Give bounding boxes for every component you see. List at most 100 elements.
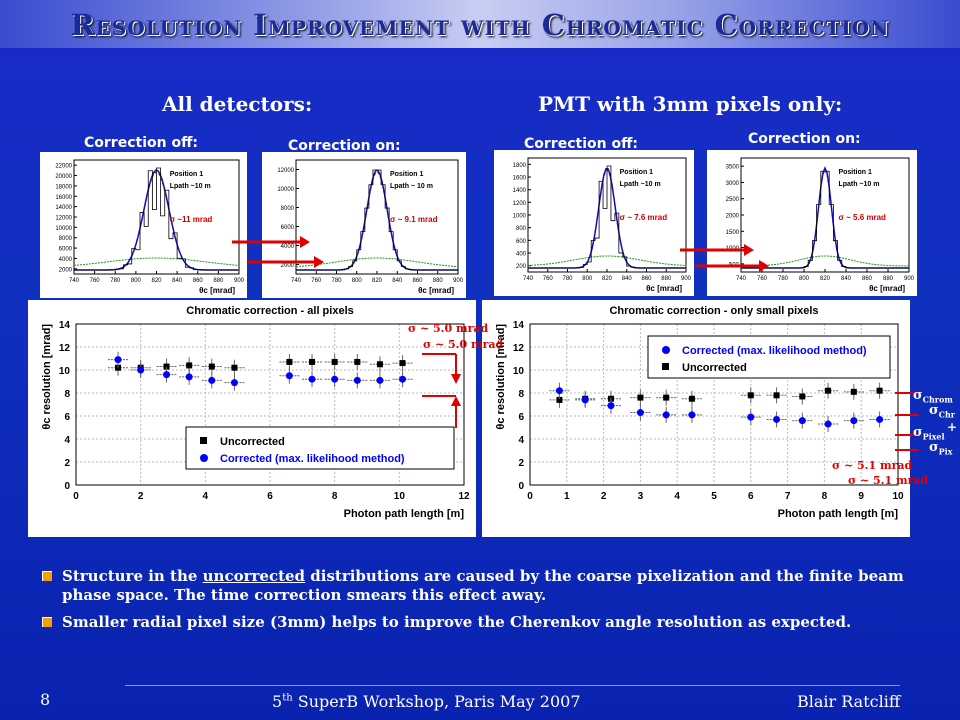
data-point-corrected xyxy=(824,420,832,428)
data-point-uncorrected xyxy=(331,358,338,365)
data-point-uncorrected xyxy=(399,360,406,367)
event-superscript: th xyxy=(282,692,293,704)
x-tick-label: 760 xyxy=(90,278,101,284)
data-point-uncorrected xyxy=(115,364,122,371)
x-tick-label: 820 xyxy=(372,278,383,284)
bullet-text: Smaller radial pixel size (3mm) helps to… xyxy=(62,613,852,631)
arrow-icon xyxy=(695,260,769,272)
y-tick-label: 8 xyxy=(64,389,70,400)
data-point-uncorrected xyxy=(309,358,316,365)
chart-svg: Chromatic correction - only small pixels… xyxy=(495,305,904,520)
data-point-corrected xyxy=(230,379,238,387)
x-tick-label: 4 xyxy=(203,491,209,502)
x-tick-label: 0 xyxy=(527,491,533,502)
x-axis-label: θc [mrad] xyxy=(418,286,454,295)
x-tick-label: 740 xyxy=(69,278,80,284)
x-tick-label: 780 xyxy=(562,276,573,282)
x-tick-label: 0 xyxy=(73,491,79,502)
data-point-corrected xyxy=(331,375,339,383)
y-tick-label: 12000 xyxy=(55,216,72,222)
data-point-corrected xyxy=(114,356,122,364)
histogram-all-on: 12000 10000 8000 6000 4000 2000 740 760 780 800 82… xyxy=(262,152,466,298)
x-tick-label: 2 xyxy=(138,491,144,502)
data-point-corrected xyxy=(208,376,216,384)
y-tick-label: 10 xyxy=(513,366,525,377)
x-axis-label: Photon path length [m] xyxy=(344,508,465,520)
y-tick-label: 6000 xyxy=(59,247,73,253)
x-tick-label: 880 xyxy=(883,276,894,282)
y-tick-label: 1600 xyxy=(513,176,527,182)
slide-title: Resolution Improvement with Chromatic Co… xyxy=(70,8,890,42)
x-tick-label: 9 xyxy=(858,491,864,502)
chart-small-pixels: Chromatic correction - only small pixels… xyxy=(482,300,910,537)
data-point-corrected xyxy=(185,373,193,381)
histo-2-label: Correction on: xyxy=(288,138,401,154)
x-tick-label: 820 xyxy=(602,276,613,282)
histo-1-label: Correction off: xyxy=(84,135,199,151)
data-point-corrected xyxy=(399,375,407,383)
data-point-uncorrected xyxy=(186,362,193,369)
position-label: Position 1 xyxy=(620,169,654,176)
y-tick-label: 2000 xyxy=(59,267,73,273)
y-tick-label: 12 xyxy=(59,343,71,354)
histogram-svg: 12000 10000 8000 6000 4000 2000 740 760 780 800 82… xyxy=(277,159,464,295)
x-tick-label: 1 xyxy=(564,491,570,502)
data-point-uncorrected xyxy=(747,392,754,399)
y-tick-label: 600 xyxy=(516,239,527,245)
y-tick-label: 1400 xyxy=(513,188,527,194)
lpath-label: Lpath ~ 10 m xyxy=(390,183,433,190)
x-axis-label: θc [mrad] xyxy=(869,284,905,293)
y-tick-label: 6 xyxy=(64,412,70,423)
footer-author: Blair Ratcliff xyxy=(797,692,901,711)
x-tick-label: 740 xyxy=(291,278,302,284)
y-tick-label: 8000 xyxy=(59,236,73,242)
x-tick-label: 8 xyxy=(332,491,338,502)
histogram-steps xyxy=(74,167,239,271)
sigma-label: σ ~ 5.6 mrad xyxy=(838,213,886,222)
legend-box xyxy=(185,426,455,470)
legend-label: Uncorrected xyxy=(682,362,747,374)
x-tick-label: 800 xyxy=(131,278,142,284)
histogram-svg: 22000 20000 18000 16000 14000 12000 10000 8000 6… xyxy=(55,159,245,295)
sigma-pix-label: σPix xyxy=(929,440,952,457)
bullet-text: Structure in the xyxy=(62,567,203,585)
histogram-all-off: 22000 20000 18000 16000 14000 12000 10000 8000 6… xyxy=(40,152,247,298)
x-tick-label: 6 xyxy=(267,491,273,502)
chart-svg: Chromatic correction - all pixels 0 2 4 6 8 10… xyxy=(41,305,470,520)
y-tick-label: 14000 xyxy=(55,205,72,211)
arrow-icon xyxy=(680,244,754,256)
data-point-uncorrected xyxy=(688,395,695,402)
y-tick-label: 4 xyxy=(64,435,70,446)
data-point-uncorrected xyxy=(163,363,170,370)
data-point-corrected xyxy=(607,402,615,410)
y-tick-label: 10000 xyxy=(55,226,72,232)
data-point-uncorrected xyxy=(773,392,780,399)
data-point-corrected xyxy=(747,413,755,421)
lpath-label: Lpath ~10 m xyxy=(170,183,211,190)
data-point-corrected xyxy=(376,376,384,384)
y-tick-label: 2500 xyxy=(726,197,740,203)
chrom-subscript: Chrom xyxy=(922,394,953,405)
x-tick-label: 12 xyxy=(458,491,470,502)
data-point-uncorrected xyxy=(231,364,238,371)
chr-subscript: Chr xyxy=(938,409,955,420)
x-tick-label: 860 xyxy=(412,278,423,284)
x-tick-label: 860 xyxy=(193,278,204,284)
footer-event: 5th SuperB Workshop, Paris May 2007 xyxy=(272,692,581,711)
x-tick-label: 900 xyxy=(681,276,692,282)
data-point-corrected xyxy=(688,411,696,419)
y-tick-label: 2 xyxy=(518,458,524,469)
histogram-steps xyxy=(296,169,458,271)
data-point-corrected xyxy=(773,415,781,423)
data-point-corrected xyxy=(308,375,316,383)
y-axis-label: θc resolution [mrad] xyxy=(495,324,507,430)
y-tick-label: 2000 xyxy=(281,263,295,269)
x-tick-label: 3 xyxy=(638,491,644,502)
y-tick-label: 20000 xyxy=(55,174,72,180)
position-label: Position 1 xyxy=(170,171,204,178)
histogram-svg: 3500300025002000150010005007407607808008… xyxy=(726,157,915,293)
bullet-icon xyxy=(42,571,52,581)
x-tick-label: 7 xyxy=(785,491,791,502)
bullet-item: Smaller radial pixel size (3mm) helps to… xyxy=(42,613,922,632)
x-tick-label: 760 xyxy=(757,276,768,282)
